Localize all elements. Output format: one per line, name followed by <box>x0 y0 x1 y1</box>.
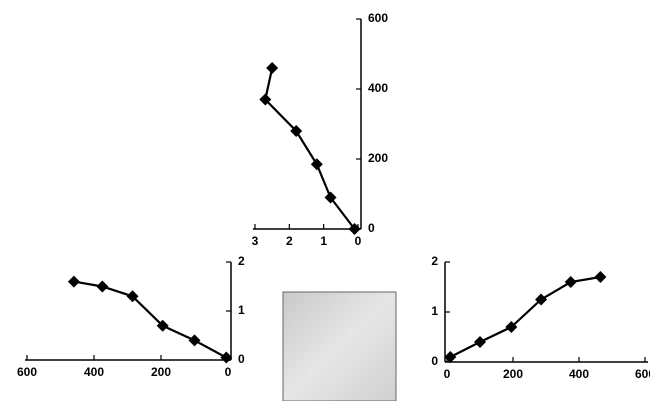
data-line <box>74 282 226 358</box>
data-point <box>565 276 577 288</box>
specimen-image <box>283 292 396 401</box>
x-tick-label: 600 <box>17 365 37 379</box>
data-point <box>266 62 278 74</box>
x-tick-label: 200 <box>151 365 171 379</box>
x-tick-label: 600 <box>635 367 650 381</box>
x-tick-label: 0 <box>225 365 232 379</box>
y-tick-label: 0 <box>431 354 438 368</box>
x-tick-label: 0 <box>355 234 362 248</box>
x-tick-label: 400 <box>569 367 589 381</box>
y-tick-label: 2 <box>431 254 438 268</box>
data-point <box>189 334 201 346</box>
data-line <box>450 277 600 357</box>
data-point <box>444 351 456 363</box>
data-point <box>474 336 486 348</box>
y-tick-label: 1 <box>431 304 438 318</box>
data-line <box>265 68 354 229</box>
x-tick-label: 3 <box>252 234 259 248</box>
y-tick-label: 200 <box>368 151 388 165</box>
x-tick-label: 400 <box>84 365 104 379</box>
data-point <box>311 158 323 170</box>
y-tick-label: 600 <box>368 11 388 25</box>
x-tick-label: 0 <box>444 367 451 381</box>
data-point <box>96 281 108 293</box>
x-tick-label: 2 <box>286 234 293 248</box>
y-tick-label: 1 <box>238 303 245 317</box>
y-tick-label: 0 <box>368 221 375 235</box>
y-tick-label: 400 <box>368 81 388 95</box>
y-tick-label: 2 <box>238 254 245 268</box>
figure: 3210020040060060040020000120200400600012 <box>0 0 650 401</box>
data-point <box>68 276 80 288</box>
x-tick-label: 1 <box>320 234 327 248</box>
x-tick-label: 200 <box>503 367 523 381</box>
data-point <box>594 271 606 283</box>
y-tick-label: 0 <box>238 352 245 366</box>
